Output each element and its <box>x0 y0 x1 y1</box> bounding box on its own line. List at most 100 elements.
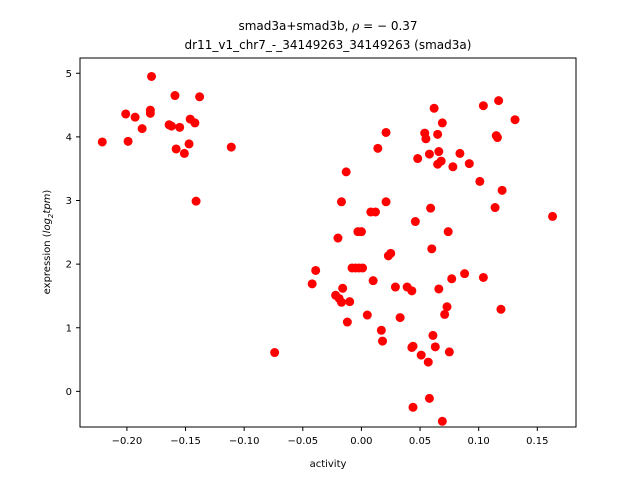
data-point <box>145 108 155 118</box>
data-point <box>175 122 185 132</box>
chart-title-line1: smad3a+smad3b, ρ = − 0.37 <box>238 19 417 33</box>
data-point <box>97 137 107 147</box>
data-point <box>430 342 440 352</box>
data-point <box>496 304 506 314</box>
data-point <box>226 142 236 152</box>
data-point <box>464 159 474 169</box>
data-point <box>407 286 417 296</box>
x-tick-label: 0.10 <box>468 436 490 447</box>
data-point <box>410 217 420 227</box>
data-point <box>171 144 181 154</box>
data-point <box>147 71 157 81</box>
x-tick-label: −0.05 <box>287 436 318 447</box>
data-point <box>190 118 200 128</box>
data-point <box>447 274 457 284</box>
data-point <box>426 203 436 213</box>
y-tick-label: 0 <box>66 387 72 398</box>
data-point <box>121 109 131 119</box>
data-point <box>490 203 500 213</box>
data-point <box>381 197 391 207</box>
data-point <box>436 156 446 166</box>
y-axis-label: expression (log2tpm) <box>42 190 55 295</box>
data-point <box>123 136 133 146</box>
data-point <box>395 313 405 323</box>
data-point <box>475 176 485 186</box>
data-point <box>548 211 558 221</box>
data-point <box>137 124 147 134</box>
data-point <box>413 154 423 164</box>
y-tick-label: 1 <box>66 323 72 334</box>
data-point <box>460 269 470 279</box>
data-point <box>494 96 504 106</box>
data-point <box>386 248 396 258</box>
data-point <box>373 143 383 153</box>
data-point <box>191 196 201 206</box>
data-point <box>437 416 447 426</box>
data-point <box>338 283 348 293</box>
data-point <box>345 297 355 307</box>
data-point <box>416 350 426 360</box>
data-point <box>434 147 444 157</box>
data-point <box>428 330 438 340</box>
data-point <box>381 127 391 137</box>
data-point <box>421 134 431 144</box>
data-point <box>307 279 317 289</box>
data-points <box>97 71 558 426</box>
plot-area-frame <box>79 57 577 428</box>
x-tick-label: 0.15 <box>526 436 548 447</box>
y-tick-label: 5 <box>66 69 72 80</box>
data-point <box>497 185 507 195</box>
x-axis-ticks: −0.20 −0.15 −0.10 −0.05 0.00 0.05 0.10 0.15 <box>112 427 548 447</box>
data-point <box>433 129 443 139</box>
y-tick-label: 4 <box>66 132 72 143</box>
data-point <box>429 103 439 113</box>
data-point <box>311 265 321 275</box>
x-axis-label: activity <box>310 459 347 470</box>
data-point <box>179 148 189 158</box>
data-point <box>341 167 351 177</box>
x-tick-label: −0.10 <box>229 436 260 447</box>
data-point <box>427 244 437 254</box>
y-axis-ticks: 0 1 2 3 4 5 <box>66 69 80 398</box>
data-point <box>478 101 488 111</box>
x-tick-label: 0.05 <box>409 436 431 447</box>
x-tick-label: −0.15 <box>170 436 201 447</box>
data-point <box>370 207 380 217</box>
data-point <box>478 272 488 282</box>
data-point <box>362 310 372 320</box>
data-point <box>195 92 205 102</box>
data-point <box>444 347 454 357</box>
data-point <box>440 309 450 319</box>
data-point <box>376 325 386 335</box>
y-tick-label: 2 <box>66 260 72 271</box>
y-tick-label: 3 <box>66 196 72 207</box>
data-point <box>184 139 194 149</box>
data-point <box>510 115 520 125</box>
chart-title-line2: dr11_v1_chr7_-_34149263_34149263 (smad3a… <box>185 38 472 52</box>
data-point <box>423 357 433 367</box>
data-point <box>434 284 444 294</box>
data-point <box>408 402 418 412</box>
data-point <box>492 133 502 143</box>
data-point <box>448 162 458 172</box>
data-point <box>368 276 378 286</box>
data-point <box>130 112 140 122</box>
data-point <box>336 297 346 307</box>
data-point <box>442 302 452 312</box>
data-point <box>356 227 366 237</box>
data-point <box>424 149 434 159</box>
data-point <box>443 227 453 237</box>
data-point <box>166 121 176 131</box>
data-point <box>437 118 447 128</box>
data-point <box>270 348 280 358</box>
data-point <box>424 393 434 403</box>
data-point <box>358 263 368 273</box>
x-tick-label: −0.20 <box>112 436 143 447</box>
data-point <box>408 341 418 351</box>
data-point <box>170 91 180 101</box>
data-point <box>378 336 388 346</box>
data-point <box>390 282 400 292</box>
